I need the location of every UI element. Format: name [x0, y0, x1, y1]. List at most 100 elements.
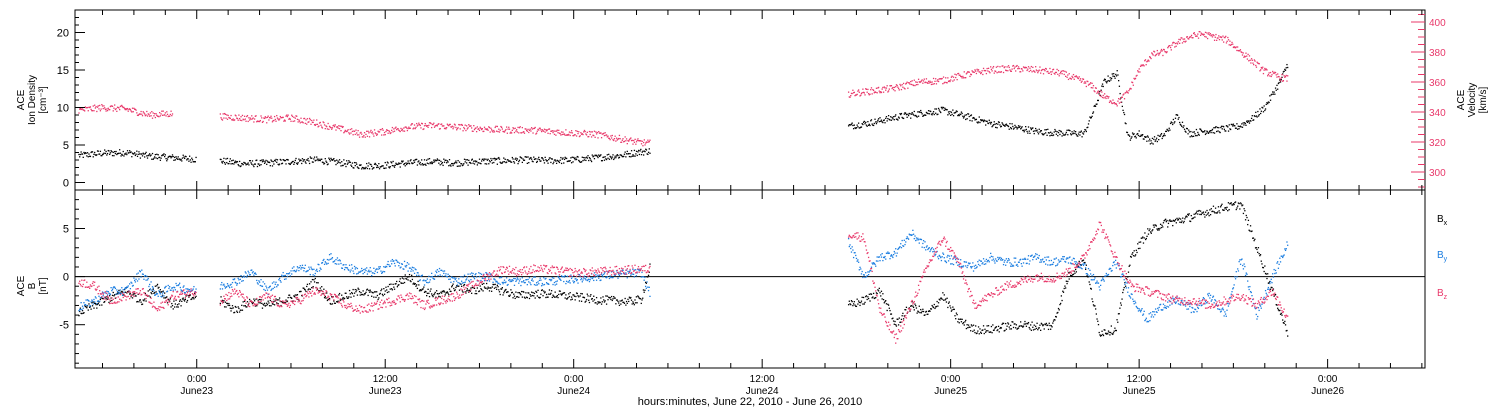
- data-point: [1181, 220, 1183, 222]
- data-point: [512, 158, 514, 160]
- data-point: [394, 164, 396, 166]
- data-point: [941, 108, 943, 110]
- data-point: [195, 156, 197, 159]
- data-point: [136, 114, 139, 116]
- data-point: [539, 296, 541, 299]
- data-point: [314, 272, 316, 275]
- data-point: [567, 134, 569, 136]
- data-point: [1144, 136, 1147, 138]
- data-point: [246, 114, 249, 117]
- data-point: [1130, 256, 1132, 258]
- data-point: [425, 279, 427, 282]
- data-point: [618, 273, 620, 275]
- data-point: [646, 276, 648, 278]
- data-point: [1276, 304, 1278, 306]
- data-point: [1146, 135, 1149, 137]
- data-point: [80, 108, 82, 111]
- data-point: [994, 123, 996, 125]
- data-point: [533, 127, 536, 129]
- data-point: [908, 82, 910, 84]
- data-point: [80, 151, 82, 153]
- data-point: [78, 153, 80, 156]
- data-point: [1257, 110, 1259, 113]
- data-point: [603, 301, 606, 303]
- data-point: [1239, 125, 1242, 127]
- data-point: [630, 137, 632, 139]
- data-point: [478, 290, 480, 293]
- data-point: [1250, 117, 1253, 120]
- data-point: [1146, 60, 1149, 62]
- data-point: [937, 302, 940, 304]
- data-point: [386, 129, 388, 131]
- data-point: [619, 271, 621, 273]
- data-point: [1032, 329, 1035, 331]
- data-point: [1183, 40, 1185, 43]
- data-point: [326, 125, 328, 128]
- data-point: [258, 298, 261, 301]
- data-point: [303, 267, 306, 269]
- data-point: [240, 309, 242, 311]
- data-point: [391, 258, 394, 261]
- data-point: [81, 108, 84, 110]
- data-point: [242, 301, 244, 303]
- data-point: [188, 294, 191, 297]
- data-point: [1126, 131, 1128, 133]
- data-point: [331, 257, 334, 259]
- data-point: [1107, 97, 1109, 99]
- data-point: [891, 87, 893, 90]
- data-point: [358, 136, 361, 138]
- data-point: [481, 158, 484, 161]
- data-point: [1240, 203, 1242, 205]
- data-point: [158, 156, 160, 159]
- data-point: [396, 163, 398, 165]
- data-point: [870, 89, 872, 91]
- data-point: [365, 166, 367, 169]
- data-point: [1124, 122, 1126, 124]
- data-point: [1203, 33, 1205, 36]
- data-point: [223, 112, 226, 115]
- data-point: [598, 130, 600, 133]
- data-point: [247, 304, 249, 306]
- data-point: [882, 256, 885, 259]
- data-point: [648, 148, 650, 150]
- data-point: [437, 159, 439, 161]
- data-point: [291, 267, 294, 269]
- data-point: [486, 288, 488, 290]
- data-point: [595, 274, 597, 276]
- data-point: [1165, 130, 1168, 132]
- data-point: [173, 300, 175, 302]
- data-point: [916, 81, 918, 83]
- data-point: [1054, 319, 1056, 321]
- data-point: [286, 115, 289, 118]
- data-point: [1094, 308, 1097, 310]
- data-point: [982, 120, 985, 123]
- data-point: [242, 118, 244, 120]
- data-point: [620, 141, 623, 143]
- data-point: [590, 131, 592, 133]
- data-point: [267, 300, 269, 302]
- data-point: [403, 281, 406, 284]
- data-point: [1137, 132, 1139, 135]
- data-point: [1225, 35, 1227, 38]
- data-point: [1106, 95, 1108, 97]
- data-point: [523, 280, 525, 282]
- data-point: [1212, 34, 1214, 36]
- data-point: [887, 91, 889, 93]
- data-point: [324, 158, 326, 160]
- data-point: [513, 295, 516, 297]
- data-point: [648, 140, 650, 143]
- data-point: [876, 121, 878, 123]
- data-point: [631, 273, 633, 275]
- data-point: [1126, 90, 1128, 92]
- data-point: [311, 157, 313, 159]
- data-point: [94, 302, 96, 304]
- data-point: [381, 165, 383, 167]
- data-point: [465, 159, 467, 161]
- data-point: [104, 300, 106, 303]
- data-point: [311, 268, 314, 271]
- data-point: [486, 279, 488, 282]
- data-point: [1194, 33, 1196, 36]
- data-point: [424, 280, 426, 282]
- data-point: [635, 302, 637, 304]
- data-point: [1010, 128, 1013, 130]
